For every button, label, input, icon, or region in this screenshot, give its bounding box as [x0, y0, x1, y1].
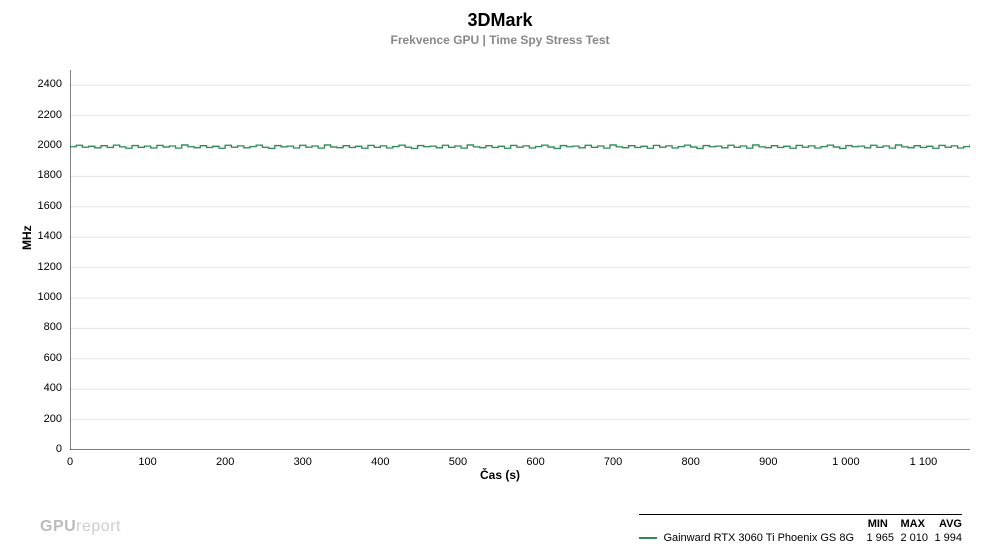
x-tick-label: 400: [360, 456, 400, 468]
y-tick-label: 800: [32, 321, 62, 333]
x-tick-label: 1 100: [903, 456, 943, 468]
x-tick-label: 1 000: [826, 456, 866, 468]
y-tick-label: 1400: [32, 230, 62, 242]
legend-stat-max: 2 010: [894, 532, 928, 544]
legend-header: MIN MAX AVG: [639, 514, 962, 532]
watermark: GPUreport: [40, 518, 121, 536]
x-tick-label: 700: [593, 456, 633, 468]
legend-stat-avg: 1 994: [928, 532, 962, 544]
x-tick-label: 500: [438, 456, 478, 468]
x-tick-label: 300: [283, 456, 323, 468]
y-tick-label: 200: [32, 413, 62, 425]
y-tick-label: 1000: [32, 291, 62, 303]
x-tick-label: 600: [516, 456, 556, 468]
y-tick-label: 2400: [32, 78, 62, 90]
chart-svg: [70, 70, 970, 450]
footer: GPUreport MIN MAX AVG Gainward RTX 3060 …: [0, 500, 1000, 550]
legend-swatch: [639, 537, 657, 539]
y-tick-label: 600: [32, 352, 62, 364]
legend-header-avg: AVG: [928, 518, 962, 530]
watermark-bold: GPU: [40, 518, 76, 535]
x-tick-label: 100: [128, 456, 168, 468]
y-tick-label: 1600: [32, 200, 62, 212]
legend-header-max: MAX: [891, 518, 925, 530]
plot-area: [70, 70, 970, 450]
x-tick-label: 900: [748, 456, 788, 468]
y-tick-label: 400: [32, 382, 62, 394]
legend-header-min: MIN: [854, 518, 888, 530]
legend-row: Gainward RTX 3060 Ti Phoenix GS 8G 1 965…: [639, 532, 962, 544]
legend: MIN MAX AVG Gainward RTX 3060 Ti Phoenix…: [639, 514, 962, 544]
x-tick-label: 0: [50, 456, 90, 468]
legend-stat-min: 1 965: [860, 532, 894, 544]
y-tick-label: 1800: [32, 169, 62, 181]
x-axis-label: Čas (s): [0, 468, 1000, 482]
chart-title: 3DMark: [0, 10, 1000, 31]
watermark-light: report: [76, 518, 121, 535]
y-tick-label: 1200: [32, 261, 62, 273]
x-tick-label: 800: [671, 456, 711, 468]
y-tick-label: 2000: [32, 139, 62, 151]
x-tick-label: 200: [205, 456, 245, 468]
y-tick-label: 2200: [32, 109, 62, 121]
y-tick-label: 0: [32, 443, 62, 455]
chart-subtitle: Frekvence GPU | Time Spy Stress Test: [0, 33, 1000, 47]
legend-series-name: Gainward RTX 3060 Ti Phoenix GS 8G: [663, 532, 854, 544]
